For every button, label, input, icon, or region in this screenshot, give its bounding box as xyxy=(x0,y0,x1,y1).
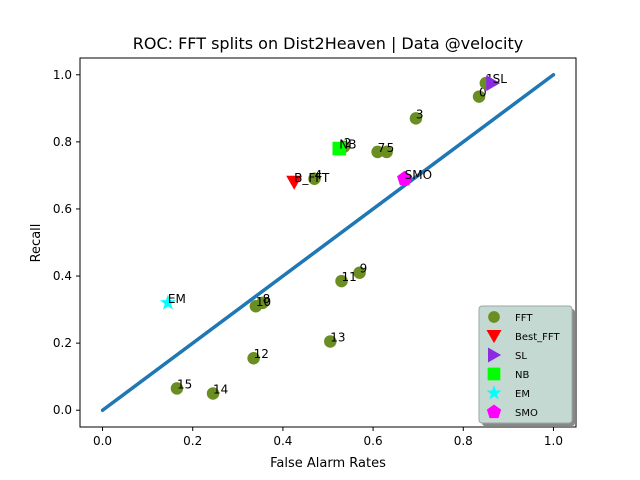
x-axis-label: False Alarm Rates xyxy=(270,456,386,471)
y-tick-label: 0.6 xyxy=(53,202,72,216)
y-axis-label: Recall xyxy=(29,224,44,263)
point-label: SL xyxy=(493,72,508,86)
point-label: SMO xyxy=(405,168,432,182)
legend-marker xyxy=(486,404,502,419)
legend-label: NB xyxy=(515,370,529,381)
data-point xyxy=(286,175,303,190)
y-tick-label: 0.2 xyxy=(53,336,72,350)
legend: FFT Best_FFT SL NB EM SMO xyxy=(478,305,575,426)
legend-marker xyxy=(486,385,502,400)
point-label: 14 xyxy=(213,382,228,396)
data-point xyxy=(247,351,260,365)
data-point xyxy=(206,387,220,400)
series-em: EM xyxy=(159,292,186,310)
point-label: 5 xyxy=(387,141,395,155)
series-smo: SMO xyxy=(397,168,432,186)
legend-label: SL xyxy=(515,351,527,362)
y-tick-label: 0.4 xyxy=(53,269,72,283)
legend-label: EM xyxy=(515,389,530,400)
y-tick-label: 1.0 xyxy=(53,68,72,82)
series-best-fft: B_FFT xyxy=(286,171,330,190)
axes-frame xyxy=(79,57,577,428)
legend-label: Best_FFT xyxy=(515,332,560,343)
y-tick-label: 0.0 xyxy=(53,403,72,417)
point-label: 13 xyxy=(330,330,345,344)
point-label: 7 xyxy=(378,141,386,155)
point-label: 3 xyxy=(416,107,424,121)
data-point xyxy=(332,141,347,156)
x-tick-label: 0.2 xyxy=(183,434,202,448)
legend-label: FFT xyxy=(515,313,533,324)
data-point xyxy=(472,90,486,103)
point-label: NB xyxy=(339,138,356,152)
data-point xyxy=(486,75,501,92)
point-label: 9 xyxy=(360,262,368,276)
x-tick-label: 0.8 xyxy=(454,434,473,448)
data-point xyxy=(170,382,184,395)
legend-label: SMO xyxy=(515,408,538,419)
point-label: 8 xyxy=(263,292,271,306)
series-nb: NB xyxy=(332,138,356,156)
data-point xyxy=(308,172,321,186)
data-point xyxy=(324,335,337,348)
plot-area: 0.0 0.2 0.4 0.6 0.8 1.0 0.0 0.2 0.4 0.6 0.8 1.0 0 12 3… xyxy=(53,57,577,448)
legend-box xyxy=(478,305,573,424)
point-label: EM xyxy=(168,292,186,306)
legend-marker xyxy=(487,367,501,381)
x-tick-label: 0.4 xyxy=(273,434,292,448)
legend-marker xyxy=(486,330,502,344)
y-tick-label: 0.8 xyxy=(53,135,72,149)
legend-marker xyxy=(488,347,502,363)
data-point xyxy=(249,299,263,313)
diagonal-line xyxy=(100,73,556,412)
data-point xyxy=(159,294,176,310)
point-label: B_FFT xyxy=(294,171,330,185)
data-point xyxy=(409,112,423,125)
x-tick-label: 1.0 xyxy=(544,434,563,448)
data-point xyxy=(380,145,393,159)
legend-marker xyxy=(488,311,500,323)
point-label: 0 xyxy=(479,86,487,100)
point-label: 15 xyxy=(177,377,192,391)
point-label: 4 xyxy=(314,168,322,182)
data-point xyxy=(335,274,348,288)
point-label: 11 xyxy=(342,270,357,284)
point-label: 2 xyxy=(344,136,352,150)
x-tick-label: 0.0 xyxy=(93,434,112,448)
chart-title: ROC: FFT splits on Dist2Heaven | Data @v… xyxy=(133,34,524,53)
point-label: 12 xyxy=(254,347,269,361)
x-tick-label: 0.6 xyxy=(364,434,383,448)
series-sl: SL xyxy=(486,72,508,92)
point-label: 10 xyxy=(256,295,271,309)
data-point xyxy=(397,170,413,186)
data-point xyxy=(353,266,366,279)
data-point xyxy=(371,145,384,159)
